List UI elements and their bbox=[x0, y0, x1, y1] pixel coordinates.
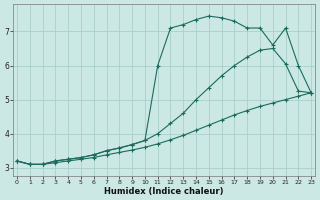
X-axis label: Humidex (Indice chaleur): Humidex (Indice chaleur) bbox=[104, 187, 224, 196]
